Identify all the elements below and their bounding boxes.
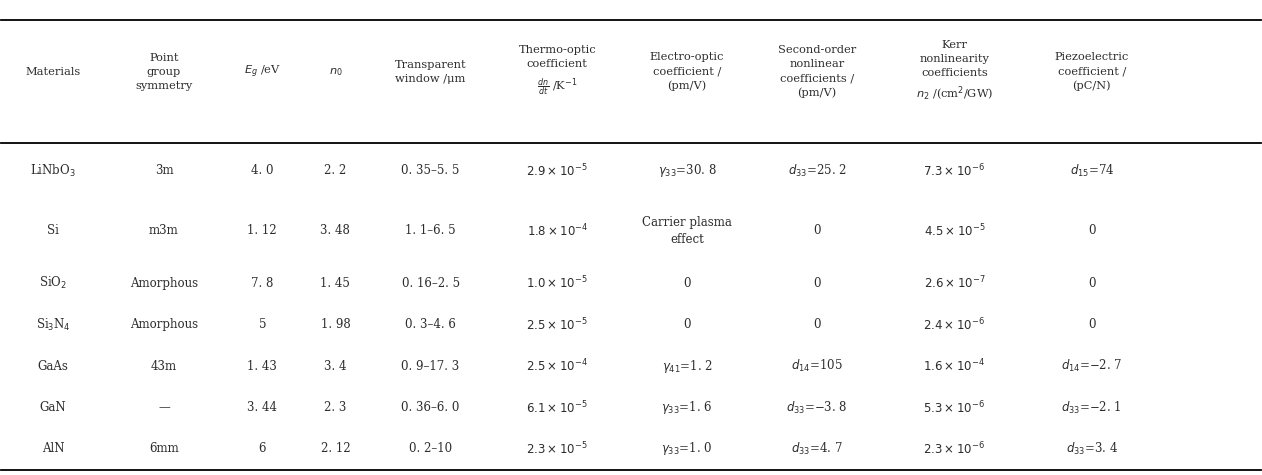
Text: 3m: 3m <box>155 164 173 177</box>
Text: 1. 45: 1. 45 <box>321 277 351 290</box>
Text: 0. 36–6. 0: 0. 36–6. 0 <box>401 401 459 414</box>
Text: 3. 48: 3. 48 <box>321 224 351 237</box>
Text: $\gamma_{41}$=1. 2: $\gamma_{41}$=1. 2 <box>661 358 713 375</box>
Text: $6.1\times10^{-5}$: $6.1\times10^{-5}$ <box>526 399 588 416</box>
Text: $2.3\times10^{-6}$: $2.3\times10^{-6}$ <box>924 441 986 457</box>
Text: $d_{33}$=−3. 8: $d_{33}$=−3. 8 <box>786 399 848 416</box>
Text: $2.3\times10^{-5}$: $2.3\times10^{-5}$ <box>526 441 588 457</box>
Text: 0: 0 <box>813 277 820 290</box>
Text: SiO$_2$: SiO$_2$ <box>39 276 67 292</box>
Text: $5.3\times10^{-6}$: $5.3\times10^{-6}$ <box>924 399 986 416</box>
Text: Amorphous: Amorphous <box>130 318 198 331</box>
Text: 0: 0 <box>1088 224 1095 237</box>
Text: $d_{33}$=3. 4: $d_{33}$=3. 4 <box>1066 441 1118 457</box>
Text: 1. 43: 1. 43 <box>247 360 278 373</box>
Text: Kerr
nonlinearity
coefficients
$n_2$ /(cm$^2$/GW): Kerr nonlinearity coefficients $n_2$ /(c… <box>916 40 993 103</box>
Text: 0: 0 <box>1088 277 1095 290</box>
Text: AlN: AlN <box>42 442 64 456</box>
Text: Carrier plasma
effect: Carrier plasma effect <box>642 216 732 246</box>
Text: 0. 9–17. 3: 0. 9–17. 3 <box>401 360 459 373</box>
Text: $d_{14}$=−2. 7: $d_{14}$=−2. 7 <box>1061 358 1122 374</box>
Text: LiNbO$_3$: LiNbO$_3$ <box>30 162 76 179</box>
Text: $2.9\times10^{-5}$: $2.9\times10^{-5}$ <box>526 162 588 179</box>
Text: 1. 98: 1. 98 <box>321 318 351 331</box>
Text: $2.5\times10^{-4}$: $2.5\times10^{-4}$ <box>526 358 588 374</box>
Text: Electro-optic
coefficient /
(pm/V): Electro-optic coefficient / (pm/V) <box>650 52 724 91</box>
Text: 2. 2: 2. 2 <box>324 164 347 177</box>
Text: Second-order
nonlinear
coefficients /
(pm/V): Second-order nonlinear coefficients / (p… <box>777 45 856 98</box>
Text: 4. 0: 4. 0 <box>251 164 274 177</box>
Text: Thermo-optic
coefficient
$\frac{dn}{dt}$ /K$^{-1}$: Thermo-optic coefficient $\frac{dn}{dt}$… <box>519 46 596 98</box>
Text: m3m: m3m <box>149 224 179 237</box>
Text: 2. 12: 2. 12 <box>321 442 350 456</box>
Text: $2.4\times10^{-6}$: $2.4\times10^{-6}$ <box>924 316 986 333</box>
Text: Transparent
window /μm: Transparent window /μm <box>395 60 467 84</box>
Text: $1.8\times10^{-4}$: $1.8\times10^{-4}$ <box>526 222 588 239</box>
Text: Point
group
symmetry: Point group symmetry <box>135 53 193 91</box>
Text: Materials: Materials <box>25 66 81 77</box>
Text: $1.0\times10^{-5}$: $1.0\times10^{-5}$ <box>526 275 588 292</box>
Text: $d_{15}$=74: $d_{15}$=74 <box>1069 162 1114 179</box>
Text: $1.6\times10^{-4}$: $1.6\times10^{-4}$ <box>924 358 986 374</box>
Text: $d_{33}$=25. 2: $d_{33}$=25. 2 <box>787 162 847 179</box>
Text: 1. 12: 1. 12 <box>247 224 278 237</box>
Text: —: — <box>158 401 170 414</box>
Text: $d_{33}$=4. 7: $d_{33}$=4. 7 <box>791 441 843 457</box>
Text: 3. 44: 3. 44 <box>247 401 278 414</box>
Text: 3. 4: 3. 4 <box>324 360 347 373</box>
Text: 0. 35–5. 5: 0. 35–5. 5 <box>401 164 459 177</box>
Text: 6: 6 <box>259 442 266 456</box>
Text: Amorphous: Amorphous <box>130 277 198 290</box>
Text: 0: 0 <box>1088 318 1095 331</box>
Text: $2.5\times10^{-5}$: $2.5\times10^{-5}$ <box>526 316 588 333</box>
Text: $\gamma_{33}$=1. 0: $\gamma_{33}$=1. 0 <box>661 440 713 457</box>
Text: $7.3\times10^{-6}$: $7.3\times10^{-6}$ <box>924 162 986 179</box>
Text: Si: Si <box>47 224 59 237</box>
Text: 0: 0 <box>683 318 690 331</box>
Text: GaN: GaN <box>39 401 67 414</box>
Text: 5: 5 <box>259 318 266 331</box>
Text: 43m: 43m <box>151 360 177 373</box>
Text: $d_{14}$=105: $d_{14}$=105 <box>791 358 843 374</box>
Text: 0: 0 <box>683 277 690 290</box>
Text: $E_g$ /eV: $E_g$ /eV <box>244 64 281 80</box>
Text: 1. 1–6. 5: 1. 1–6. 5 <box>405 224 456 237</box>
Text: GaAs: GaAs <box>38 360 68 373</box>
Text: 0: 0 <box>813 318 820 331</box>
Text: 0: 0 <box>813 224 820 237</box>
Text: $\gamma_{33}$=30. 8: $\gamma_{33}$=30. 8 <box>658 162 717 179</box>
Text: 7. 8: 7. 8 <box>251 277 274 290</box>
Text: 2. 3: 2. 3 <box>324 401 347 414</box>
Text: 0. 2–10: 0. 2–10 <box>409 442 452 456</box>
Text: 6mm: 6mm <box>149 442 179 456</box>
Text: 0. 16–2. 5: 0. 16–2. 5 <box>401 277 459 290</box>
Text: $2.6\times10^{-7}$: $2.6\times10^{-7}$ <box>924 275 986 292</box>
Text: Piezoelectric
coefficient /
(pC/N): Piezoelectric coefficient / (pC/N) <box>1055 52 1129 91</box>
Text: $\gamma_{33}$=1. 6: $\gamma_{33}$=1. 6 <box>661 399 713 416</box>
Text: 0. 3–4. 6: 0. 3–4. 6 <box>405 318 456 331</box>
Text: $4.5\times10^{-5}$: $4.5\times10^{-5}$ <box>924 222 986 239</box>
Text: $d_{33}$=−2. 1: $d_{33}$=−2. 1 <box>1061 399 1122 416</box>
Text: $n_0$: $n_0$ <box>328 66 342 77</box>
Text: Si$_3$N$_4$: Si$_3$N$_4$ <box>35 317 71 333</box>
